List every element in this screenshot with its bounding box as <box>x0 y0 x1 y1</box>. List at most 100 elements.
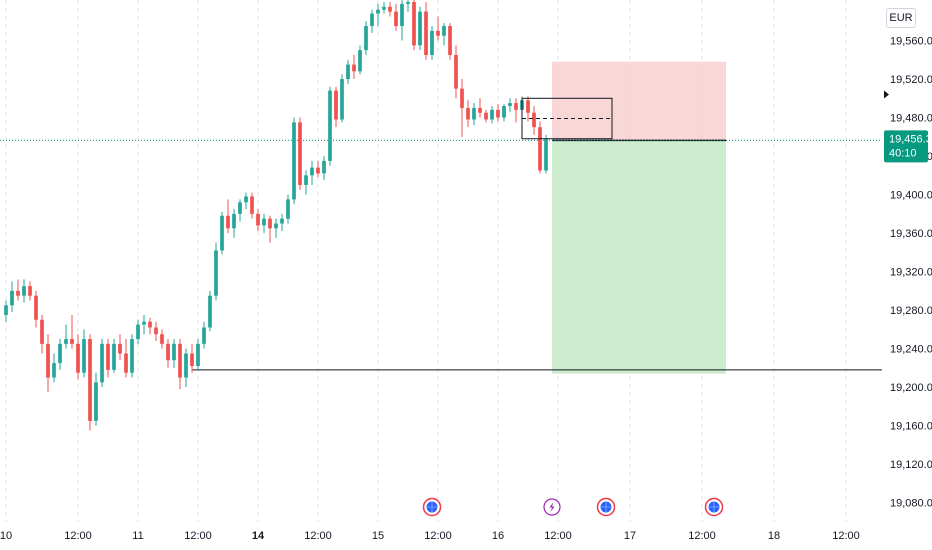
candle-body <box>160 334 164 344</box>
candle-body <box>166 343 170 361</box>
event-globe-lines <box>427 502 437 512</box>
candle-body <box>406 2 410 4</box>
candle-body <box>514 103 518 110</box>
candle-body <box>184 353 188 378</box>
candle-body <box>46 343 50 378</box>
candle-body <box>472 107 476 120</box>
currency-button[interactable]: EUR <box>886 8 916 28</box>
candle-body <box>244 196 248 203</box>
candle-body <box>190 353 194 366</box>
time-tick-label: 10 <box>0 530 12 542</box>
candle-body <box>28 286 32 296</box>
candle-body <box>202 327 206 344</box>
alert-triangle-icon <box>884 90 889 99</box>
price-tick-label: 19,520.0 <box>890 74 932 86</box>
candle-body <box>58 343 62 364</box>
position-tool[interactable] <box>552 61 726 374</box>
price-axis[interactable]: 19,560.019,520.019,480.019,440.019,400.0… <box>884 36 932 510</box>
candle-body <box>22 286 26 296</box>
candle-body <box>388 6 392 12</box>
candle-body <box>424 11 428 55</box>
candle-body <box>448 26 452 55</box>
candle-body <box>154 327 158 335</box>
candle-body <box>250 196 254 214</box>
candle-body <box>532 112 536 128</box>
candle-body <box>358 50 362 72</box>
time-tick-label: 14 <box>252 530 265 542</box>
candle-body <box>88 339 92 421</box>
price-tick-label: 19,200.0 <box>890 382 932 394</box>
candle-body <box>208 295 212 328</box>
candle-body <box>496 109 500 118</box>
candle-body <box>286 199 290 219</box>
candle-body <box>352 64 356 72</box>
candle-body <box>436 30 440 36</box>
candle-body <box>280 218 284 224</box>
candle-body <box>334 90 338 120</box>
candle-body <box>268 218 272 229</box>
candle-body <box>178 343 182 378</box>
candle-body <box>454 54 458 89</box>
candle-body <box>508 103 512 106</box>
price-tick-label: 19,080.0 <box>890 498 932 510</box>
take-profit-zone[interactable] <box>552 140 726 374</box>
range-box[interactable] <box>521 97 613 140</box>
price-tick-label: 19,480.0 <box>890 113 932 125</box>
candle-body <box>34 295 38 320</box>
stop-loss-zone[interactable] <box>552 61 726 141</box>
candle-body <box>214 250 218 296</box>
candle-body <box>484 112 488 120</box>
price-tick-label: 19,240.0 <box>890 344 932 356</box>
candle-body <box>400 3 404 27</box>
candle-body <box>490 109 494 120</box>
candle-body <box>196 343 200 366</box>
candle-body <box>118 343 122 354</box>
candle-body <box>502 106 506 118</box>
price-tick-label: 19,320.0 <box>890 267 932 279</box>
candle-body <box>466 107 470 120</box>
candle-body <box>220 215 224 251</box>
candle-body <box>136 324 140 340</box>
candle-body <box>238 202 242 214</box>
time-tick-label: 17 <box>624 530 636 542</box>
candle-body <box>4 305 8 315</box>
event-markers <box>422 497 724 517</box>
price-tick-label: 19,280.0 <box>890 305 932 317</box>
candle-body <box>94 382 98 421</box>
time-axis[interactable]: 10 12:00 11 12:00 14 12:00 15 12:00 16 12:00 17 12:… <box>0 530 860 542</box>
candle-body <box>376 9 380 14</box>
candle-body <box>52 363 56 378</box>
candle-body <box>316 167 320 174</box>
candle-body <box>232 213 236 229</box>
candle-body <box>370 13 374 27</box>
candle-body <box>538 127 542 171</box>
price-tick-label: 19,400.0 <box>890 190 932 202</box>
time-tick-label: 12:00 <box>688 530 716 542</box>
candle-body <box>100 343 104 383</box>
candle-body <box>70 339 74 344</box>
candle-body <box>298 122 302 185</box>
candle-body <box>16 290 20 296</box>
candle-body <box>40 319 44 344</box>
time-tick-label: 12:00 <box>184 530 212 542</box>
time-tick-label: 12:00 <box>544 530 572 542</box>
last-price-value: 19,456.3 <box>889 133 932 145</box>
time-tick-label: 12:00 <box>304 530 332 542</box>
candle-body <box>346 64 350 80</box>
candle-body <box>76 343 80 373</box>
event-globe-lines <box>601 502 611 512</box>
candle-body <box>364 26 368 51</box>
horizontal-lines <box>0 139 882 371</box>
candle-body <box>142 321 146 325</box>
candle-body <box>310 167 314 176</box>
bar-countdown: 40:10 <box>889 147 917 159</box>
candle-body <box>106 343 110 370</box>
candle-body <box>478 107 482 113</box>
time-tick-label: 15 <box>372 530 384 542</box>
candle-body <box>124 353 128 373</box>
candle-body <box>292 122 296 200</box>
candle-body <box>382 6 386 10</box>
candle-body <box>328 90 332 161</box>
candle-body <box>274 223 278 229</box>
